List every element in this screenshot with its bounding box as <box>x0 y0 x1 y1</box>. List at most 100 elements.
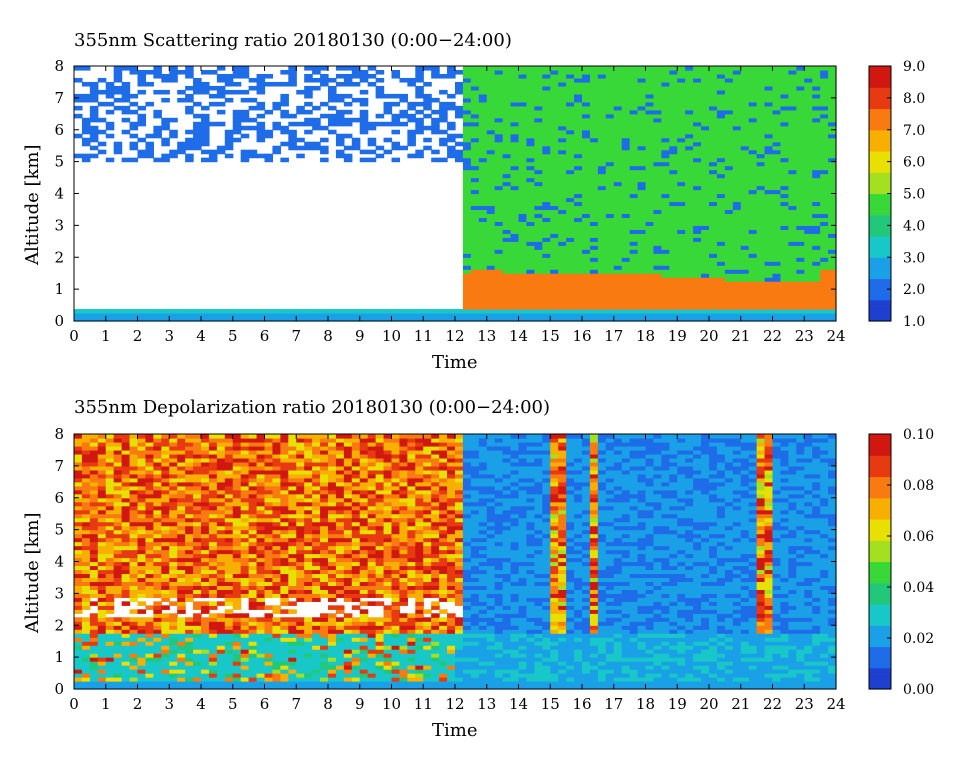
heat-cell <box>137 677 147 682</box>
heat-cell <box>716 265 726 270</box>
heat-cell <box>796 181 805 187</box>
heat-cell <box>621 229 631 234</box>
heat-cell <box>645 305 655 310</box>
heat-cell <box>145 561 154 567</box>
heat-cell <box>534 221 543 226</box>
heat-cell <box>169 513 178 519</box>
heat-cell <box>550 249 559 254</box>
heat-cell <box>169 129 178 135</box>
heat-cell <box>526 249 535 254</box>
heat-cell <box>574 153 583 159</box>
heat-cell <box>629 213 639 218</box>
heat-cell <box>113 625 123 630</box>
heat-cell <box>89 649 99 654</box>
heat-cell <box>161 585 170 590</box>
heat-cell <box>764 225 774 230</box>
heat-cell <box>486 66 496 71</box>
heat-cell <box>820 193 829 199</box>
heat-cell <box>153 521 162 527</box>
heat-cell <box>320 101 329 107</box>
heat-cell <box>343 133 353 139</box>
heat-cell <box>637 193 647 199</box>
heat-cell <box>566 257 575 262</box>
heat-cell <box>169 461 178 467</box>
heat-cell <box>185 97 194 103</box>
heat-cell <box>645 213 655 218</box>
heat-cell <box>629 269 639 274</box>
heat-cell <box>328 129 337 135</box>
heat-cell <box>216 121 226 127</box>
heat-cell <box>201 489 210 495</box>
heat-cell <box>669 149 678 155</box>
heat-cell <box>478 193 488 199</box>
heat-cell <box>764 313 774 318</box>
heat-cell <box>677 253 686 258</box>
heat-cell <box>669 281 678 286</box>
heat-cell <box>748 289 758 294</box>
heat-cell <box>645 273 655 278</box>
y-tick-label: 6 <box>54 121 64 139</box>
heat-cell <box>169 629 178 634</box>
heat-cell <box>558 185 567 191</box>
heat-cell <box>177 145 186 151</box>
heat-cell <box>542 245 551 250</box>
heat-cell <box>542 189 551 195</box>
heat-cell <box>502 297 512 302</box>
heat-cell <box>709 117 718 123</box>
heat-cell <box>597 69 607 75</box>
heat-cell <box>423 101 432 107</box>
heat-cell <box>582 217 591 222</box>
heat-cell <box>589 89 599 95</box>
heat-cell <box>804 265 813 270</box>
heat-cell <box>153 485 162 491</box>
heat-cell <box>208 633 218 638</box>
heat-cell <box>494 125 504 131</box>
heat-cell <box>97 525 107 531</box>
heat-cell <box>796 185 805 191</box>
heat-cell <box>526 121 535 127</box>
heat-cell <box>756 241 766 246</box>
heat-cell <box>724 225 734 230</box>
heat-cell <box>97 441 107 447</box>
heat-cell <box>121 665 131 670</box>
heat-cell <box>645 89 655 95</box>
heat-cell <box>177 653 186 658</box>
heat-cell <box>193 673 202 678</box>
heat-cell <box>510 233 520 238</box>
heat-cell <box>328 77 337 83</box>
heat-cell <box>470 233 480 238</box>
heat-cell <box>216 665 226 670</box>
heat-cell <box>105 469 115 475</box>
heat-cell <box>534 277 543 282</box>
heat-cell <box>820 237 829 242</box>
heat-cell <box>653 277 662 282</box>
heat-cell <box>129 661 139 666</box>
heat-cell <box>494 261 504 266</box>
heat-cell <box>613 249 623 254</box>
heat-cell <box>788 209 797 215</box>
heat-cell <box>518 117 528 123</box>
heat-cell <box>494 121 504 127</box>
heat-cell <box>582 297 591 302</box>
heat-cell <box>677 273 686 278</box>
heat-cell <box>272 313 281 318</box>
heat-cell <box>185 529 194 535</box>
heat-cell <box>391 157 401 163</box>
heat-cell <box>677 66 686 71</box>
heat-cell <box>486 297 496 302</box>
heat-cell <box>89 473 99 479</box>
heat-cell <box>582 157 591 163</box>
heat-cell <box>105 101 115 107</box>
heat-cell <box>494 137 504 143</box>
heat-cell <box>732 161 742 167</box>
heat-cell <box>629 253 639 258</box>
heat-cell <box>391 113 401 119</box>
heat-cell <box>812 221 821 226</box>
heat-cell <box>685 73 694 79</box>
heat-cell <box>74 434 83 439</box>
heat-cell <box>462 309 472 314</box>
heat-cell <box>169 441 178 447</box>
heat-cell <box>462 233 472 238</box>
heat-cell <box>661 313 670 318</box>
heat-cell <box>343 313 353 318</box>
